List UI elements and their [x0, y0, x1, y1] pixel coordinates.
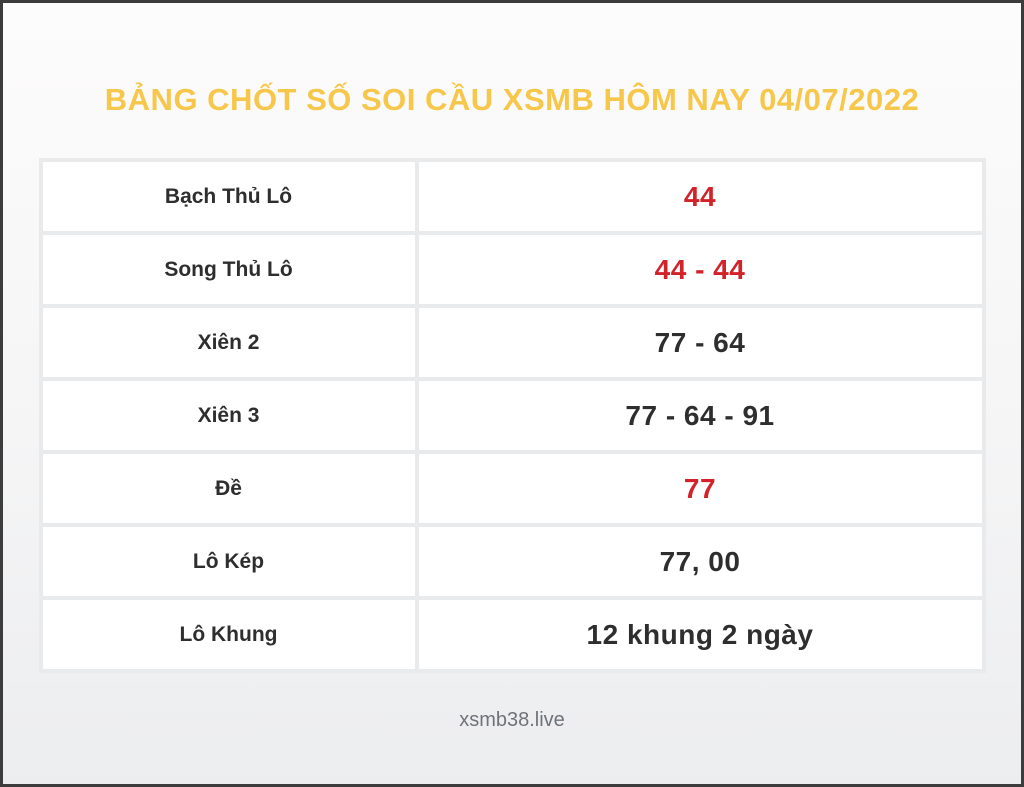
row-value: 77 - 64 - 91: [418, 381, 982, 450]
row-label: Đề: [42, 454, 415, 523]
row-label: Song Thủ Lô: [42, 235, 415, 304]
table-row: Lô Khung 12 khung 2 ngày: [42, 600, 982, 669]
row-label: Xiên 3: [42, 381, 415, 450]
page-title: BẢNG CHỐT SỐ SOI CẦU XSMB HÔM NAY 04/07/…: [104, 82, 920, 117]
row-value: 12 khung 2 ngày: [418, 600, 982, 669]
prediction-table: Bạch Thủ Lô 44 Song Thủ Lô 44 - 44 Xiên …: [38, 158, 986, 673]
row-value: 44 - 44: [418, 235, 982, 304]
table-row: Xiên 2 77 - 64: [42, 308, 982, 377]
page: BẢNG CHỐT SỐ SOI CẦU XSMB HÔM NAY 04/07/…: [3, 3, 1021, 784]
row-value: 77: [418, 454, 982, 523]
row-label: Lô Khung: [42, 600, 415, 669]
site-watermark: xsmb38.live: [459, 709, 565, 731]
table-row: Đề 77: [42, 454, 982, 523]
table-row: Song Thủ Lô 44 - 44: [42, 235, 982, 304]
table-row: Xiên 3 77 - 64 - 91: [42, 381, 982, 450]
row-value: 77, 00: [418, 527, 982, 596]
table-row: Lô Kép 77, 00: [42, 527, 982, 596]
row-label: Bạch Thủ Lô: [42, 162, 415, 231]
table-row: Bạch Thủ Lô 44: [42, 162, 982, 231]
row-label: Xiên 2: [42, 308, 415, 377]
row-value: 77 - 64: [418, 308, 982, 377]
row-value: 44: [418, 162, 982, 231]
row-label: Lô Kép: [42, 527, 415, 596]
